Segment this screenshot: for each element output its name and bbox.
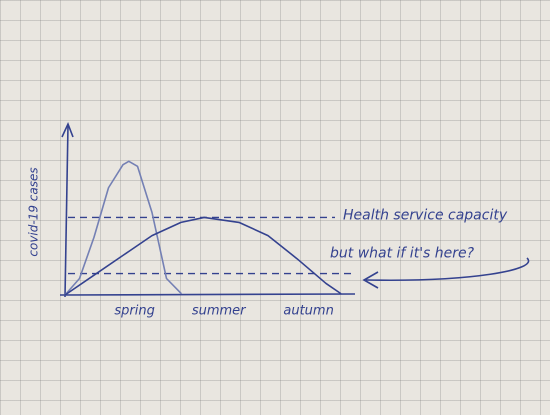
x-axis xyxy=(60,294,355,295)
page: {"chart_data": { "type": "line", "y_labe… xyxy=(0,0,550,415)
curve xyxy=(65,161,181,295)
reference-label: Health service capacity xyxy=(343,207,508,223)
x-tick-label: spring xyxy=(114,304,154,319)
chart: covid-19 cases spring summer autumn Health … xyxy=(0,0,550,415)
y-axis xyxy=(65,125,68,297)
y-axis-label: covid-19 cases xyxy=(27,167,41,256)
reference-label: but what if it's here? xyxy=(330,246,475,262)
x-tick-label: summer xyxy=(192,304,247,319)
curve xyxy=(65,217,341,295)
x-tick-label: autumn xyxy=(283,304,333,319)
